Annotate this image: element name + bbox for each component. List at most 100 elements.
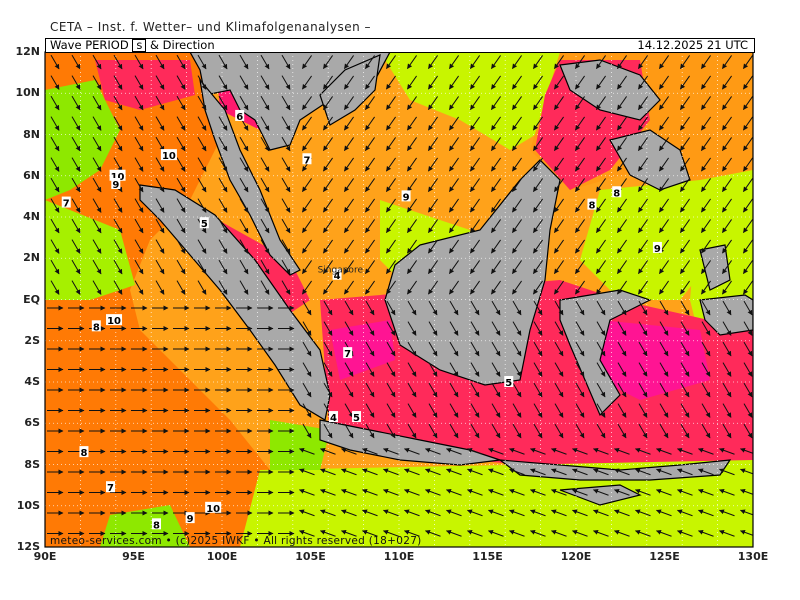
direction-arrow [302, 362, 312, 377]
direction-arrow [344, 55, 354, 69]
direction-arrow [614, 468, 630, 476]
direction-arrow [530, 488, 546, 496]
direction-arrow [743, 219, 753, 233]
direction-arrow [470, 157, 480, 172]
direction-arrow [743, 178, 753, 192]
direction-arrow [656, 468, 672, 476]
contour-label-bg [329, 411, 339, 423]
direction-arrow [341, 488, 357, 496]
direction-arrow [677, 509, 693, 517]
direction-arrow [617, 403, 627, 418]
direction-arrow [383, 468, 399, 476]
direction-arrow [281, 95, 291, 111]
institute-header: CETA – Inst. f. Wetter– und Klimafolgena… [50, 20, 372, 34]
land-philippines-north [559, 59, 661, 121]
direction-arrow [575, 116, 585, 131]
direction-arrow [428, 300, 438, 316]
direction-arrow [134, 218, 144, 234]
direction-arrow [491, 341, 501, 357]
direction-arrow [530, 468, 546, 476]
direction-arrow [491, 321, 501, 336]
direction-arrow [362, 468, 378, 476]
direction-arrow [113, 157, 123, 172]
direction-arrow [596, 96, 606, 110]
direction-arrow [680, 198, 690, 213]
direction-arrow [50, 198, 60, 213]
direction-arrow [512, 239, 522, 254]
direction-arrow [302, 116, 312, 131]
direction-arrow [320, 488, 336, 496]
direction-arrow [659, 219, 669, 233]
direction-arrow [197, 136, 207, 152]
direction-arrow [302, 423, 312, 439]
direction-arrow [533, 55, 543, 69]
direction-arrow [572, 468, 588, 476]
direction-arrow [176, 259, 186, 275]
direction-arrow [722, 219, 732, 233]
direction-arrow [428, 280, 438, 295]
direction-arrow [428, 55, 438, 69]
direction-arrow [71, 280, 81, 295]
direction-arrow [614, 447, 630, 455]
direction-arrow [617, 55, 627, 69]
lon-label: 100E [206, 550, 238, 563]
direction-arrow [698, 468, 714, 476]
direction-arrow [323, 300, 333, 316]
direction-arrow [701, 382, 711, 398]
direction-arrow [386, 96, 396, 110]
direction-arrow [134, 259, 144, 275]
contour-label-bg [652, 241, 662, 253]
direction-arrow [383, 488, 399, 496]
direction-arrow [407, 321, 417, 336]
direction-arrow [596, 219, 606, 233]
direction-arrow [134, 239, 144, 254]
direction-arrow [470, 116, 480, 131]
direction-arrow [701, 157, 711, 172]
direction-arrow [656, 509, 672, 517]
direction-arrow [71, 259, 81, 275]
direction-arrow [50, 116, 60, 131]
direction-arrow [449, 280, 459, 295]
direction-arrow [470, 321, 480, 336]
direction-arrow [113, 259, 123, 275]
direction-arrow [470, 198, 480, 213]
direction-arrow [743, 403, 753, 418]
direction-arrow [575, 260, 585, 274]
direction-arrow [680, 75, 690, 90]
direction-arrow [449, 341, 459, 357]
direction-arrow [428, 362, 438, 377]
direction-arrow [596, 55, 606, 69]
land-vietnam [319, 54, 381, 126]
direction-arrow [323, 260, 333, 274]
direction-arrow [575, 382, 585, 398]
direction-arrow [365, 341, 375, 357]
place-label: Singapore [318, 266, 364, 276]
direction-arrow [155, 136, 165, 152]
contour-label: 5 [201, 219, 208, 230]
contour-label-bg [235, 109, 245, 121]
direction-arrow [260, 75, 270, 90]
direction-arrow [155, 95, 165, 111]
direction-arrow [596, 300, 606, 316]
direction-arrow [680, 403, 690, 418]
direction-arrow [155, 157, 165, 172]
direction-arrow [638, 157, 648, 172]
contour-label: 5 [353, 413, 360, 424]
direction-arrow [575, 341, 585, 357]
lat-label: 6N [23, 168, 40, 182]
direction-arrow [425, 488, 441, 496]
direction-arrow [239, 280, 249, 295]
direction-arrow [572, 488, 588, 496]
direction-arrow [659, 75, 669, 90]
direction-arrow [449, 157, 459, 172]
direction-arrow [638, 362, 648, 377]
direction-arrow [596, 423, 606, 439]
contour-label-bg [61, 196, 71, 208]
direction-arrow [323, 341, 333, 357]
direction-arrow [323, 96, 333, 110]
direction-arrow [533, 239, 543, 254]
direction-arrow [449, 116, 459, 131]
direction-arrow [323, 362, 333, 377]
direction-arrow [554, 178, 564, 192]
direction-arrow [554, 116, 564, 131]
